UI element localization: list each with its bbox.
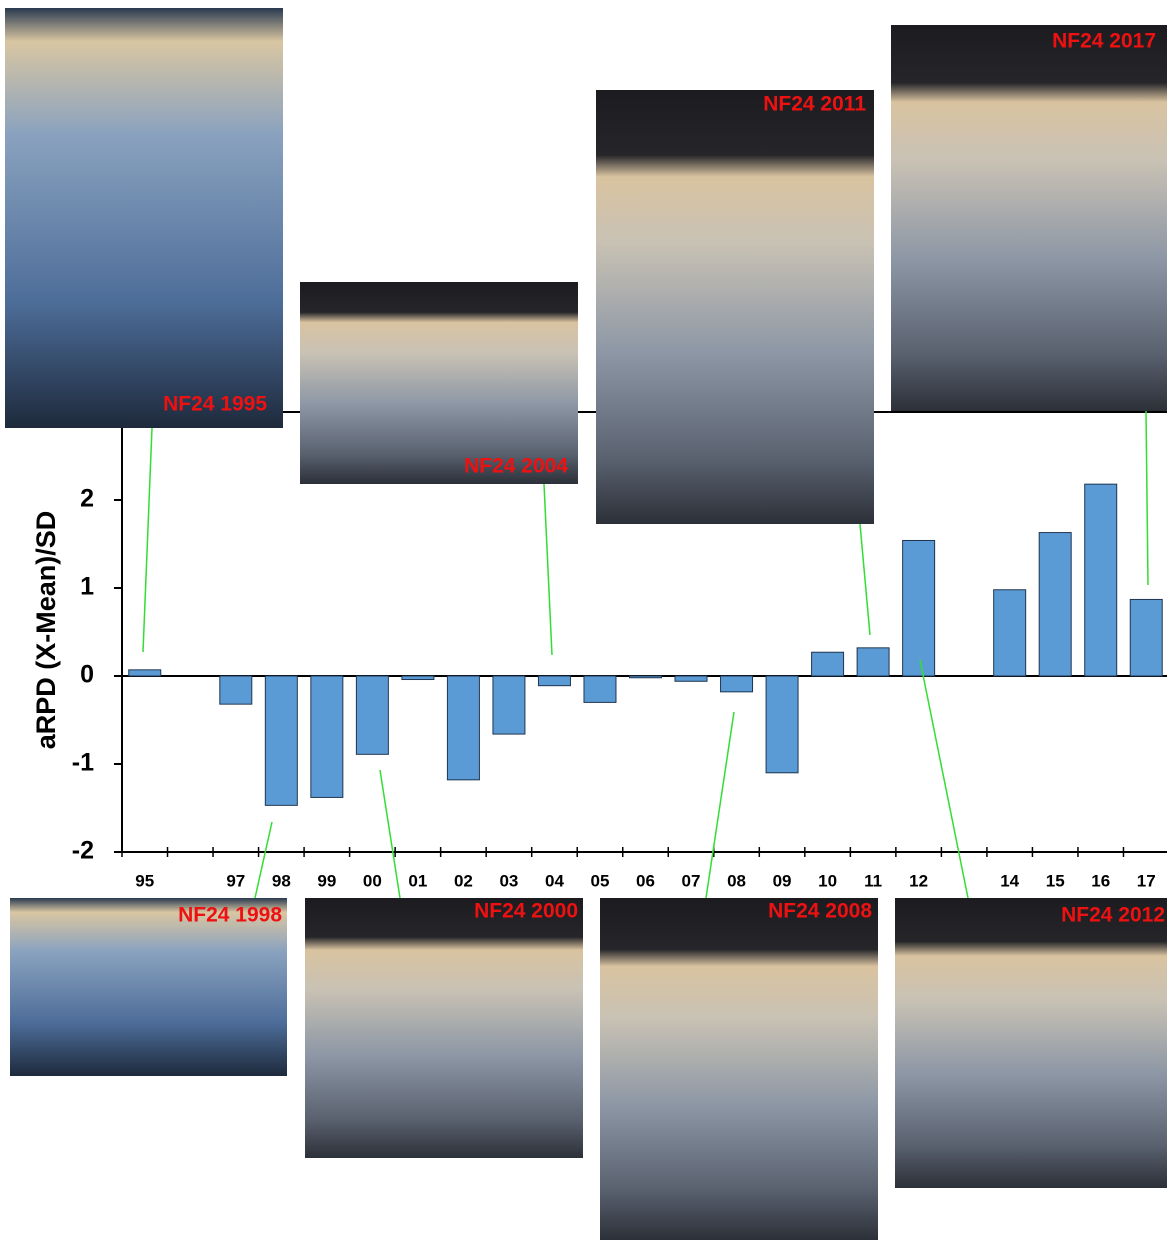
bar [219, 675, 253, 705]
x-tick-label: 14 [1000, 871, 1019, 890]
bar [1084, 483, 1118, 677]
bar [674, 675, 708, 682]
photo-label: NF24 1995 [163, 393, 267, 416]
connector [379, 769, 401, 899]
bar [355, 675, 389, 755]
photo-label: NF24 2012 [1061, 904, 1165, 927]
photo [305, 898, 583, 1158]
bar [765, 675, 799, 774]
photo [891, 25, 1167, 411]
bar [629, 675, 662, 679]
x-tick-label: 11 [864, 871, 882, 890]
x-tick-label: 01 [408, 871, 427, 890]
x-tick-label: 08 [727, 871, 746, 890]
y-tick-label: 1 [80, 573, 94, 601]
photo [5, 8, 283, 428]
y-tick-label: -1 [72, 749, 94, 777]
connector [919, 659, 969, 899]
bar [811, 651, 845, 677]
bar [128, 669, 162, 677]
bar [310, 675, 344, 798]
x-tick-label: 98 [272, 871, 291, 890]
x-tick-label: 02 [454, 871, 473, 890]
bar [537, 675, 571, 687]
photo [10, 898, 287, 1076]
photo-label: NF24 2004 [464, 455, 568, 478]
photo-label: NF24 2000 [474, 900, 578, 923]
x-tick-label: 15 [1046, 871, 1065, 890]
x-tick-label: 97 [226, 871, 245, 890]
bar [1038, 532, 1072, 677]
x-tick-label: 05 [591, 871, 610, 890]
bar [720, 675, 754, 693]
connector [543, 483, 553, 656]
x-tick-label: 07 [682, 871, 701, 890]
bar [583, 675, 617, 703]
photo-label: NF24 2011 [763, 93, 866, 116]
x-tick-label: 99 [317, 871, 336, 890]
photo [300, 282, 578, 484]
bar [993, 589, 1027, 677]
bar [1129, 598, 1163, 677]
connector [705, 711, 735, 899]
bar [902, 539, 936, 677]
y-tick-label: -2 [72, 837, 94, 865]
photo-label: NF24 2017 [1052, 30, 1156, 53]
connector [859, 523, 871, 636]
x-tick-label: 09 [773, 871, 792, 890]
bar [264, 675, 298, 806]
bar [401, 675, 435, 681]
x-tick-label: 03 [499, 871, 518, 890]
connector [142, 427, 153, 653]
bar [856, 647, 890, 677]
x-tick-label: 16 [1091, 871, 1110, 890]
x-tick-label: 10 [818, 871, 837, 890]
bar [446, 675, 480, 781]
x-tick-label: 06 [636, 871, 655, 890]
photo-label: NF24 2008 [768, 900, 872, 923]
x-tick-label: 95 [135, 871, 154, 890]
x-tick-label: 12 [909, 871, 928, 890]
x-tick-label: 04 [545, 871, 564, 890]
bar [492, 675, 526, 735]
x-tick-label: 17 [1137, 871, 1156, 890]
connector [254, 821, 273, 899]
y-axis-label: aRPD (X-Mean)/SD [31, 511, 61, 750]
photo [895, 898, 1167, 1188]
y-tick-label: 0 [80, 661, 94, 689]
y-tick-label: 2 [80, 485, 94, 513]
photo-label: NF24 1998 [178, 904, 282, 927]
photo [600, 898, 878, 1240]
connector [1145, 410, 1149, 586]
photo [596, 90, 874, 524]
x-tick-label: 00 [363, 871, 382, 890]
